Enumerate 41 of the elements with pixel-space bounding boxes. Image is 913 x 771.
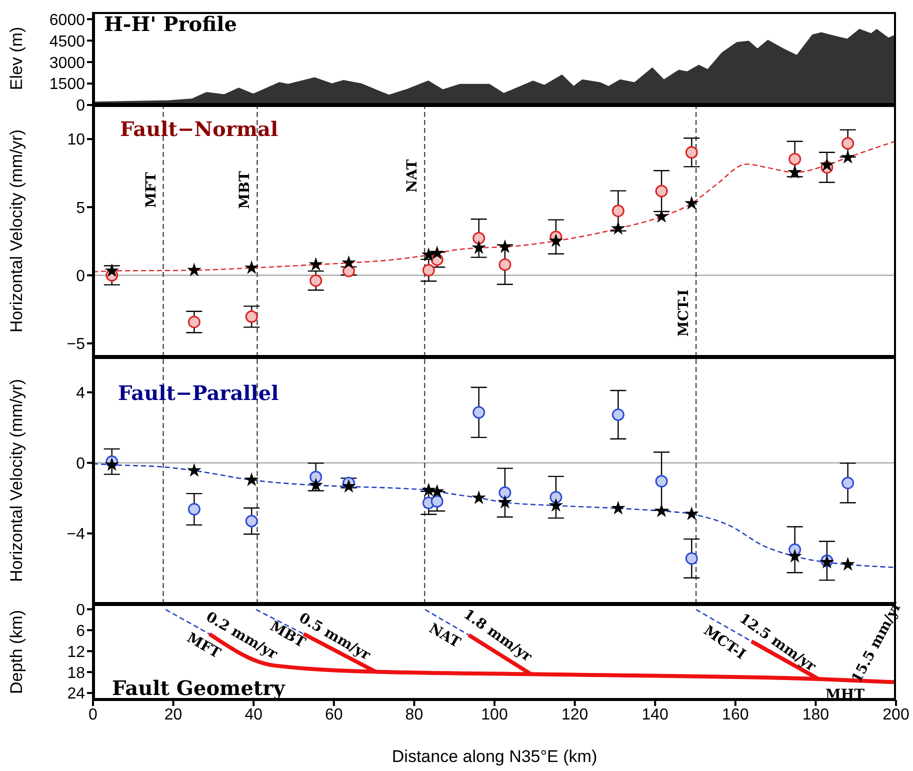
ref-line-label: MFT xyxy=(143,171,160,208)
y-axis-title: Elev (m) xyxy=(7,26,26,90)
text: Fault−Parallel xyxy=(118,381,279,405)
x-axis-title: Distance along N35°E (km) xyxy=(392,747,598,766)
y-axis-title: Horizontal Velocity (mm/yr) xyxy=(7,378,26,582)
y-tick-label: −4 xyxy=(66,526,86,544)
y-tick-label: 4500 xyxy=(49,33,86,50)
y-axis-title: Horizontal Velocity (mm/yr) xyxy=(7,129,26,333)
x-tick-label: 0 xyxy=(88,706,98,724)
x-tick-label: 140 xyxy=(642,706,669,724)
y-tick-label: 0 xyxy=(76,98,86,115)
y-tick-label: 24 xyxy=(67,686,86,703)
y-tick-label: 0 xyxy=(76,456,86,473)
x-tick-label: 180 xyxy=(802,706,830,724)
ref-line-label: MCT-I xyxy=(676,289,692,337)
x-tick-label: 200 xyxy=(882,706,910,724)
x-tick-label: 100 xyxy=(481,706,508,724)
y-tick-label: 12 xyxy=(67,644,86,661)
y-axis-title: Depth (km) xyxy=(7,610,26,694)
x-tick-label: 120 xyxy=(561,706,588,724)
chart-title: H-H' Profile xyxy=(104,12,237,36)
x-tick-label: 20 xyxy=(164,706,182,724)
text: Fault−Normal xyxy=(120,117,278,141)
y-tick-label: 6000 xyxy=(49,12,86,29)
x-tick-label: 80 xyxy=(405,706,424,724)
y-tick-label: 3000 xyxy=(49,54,86,72)
y-tick-label: 0 xyxy=(76,268,86,285)
text: Fault Geometry xyxy=(112,676,285,700)
y-tick-label: 5 xyxy=(76,200,86,217)
y-tick-label: 10 xyxy=(67,132,86,149)
ref-line-label: NAT xyxy=(404,158,421,193)
ref-line-label: MBT xyxy=(237,170,254,209)
y-tick-label: 18 xyxy=(67,664,86,682)
y-tick-label: 6 xyxy=(76,622,86,640)
y-tick-label: −5 xyxy=(66,336,86,354)
y-tick-label: 4 xyxy=(76,384,86,402)
y-tick-label: 0 xyxy=(76,602,86,619)
y-tick-label: 1500 xyxy=(49,76,86,94)
x-tick-label: 40 xyxy=(244,706,263,724)
x-tick-label: 60 xyxy=(325,706,343,724)
x-tick-label: 160 xyxy=(722,706,749,724)
